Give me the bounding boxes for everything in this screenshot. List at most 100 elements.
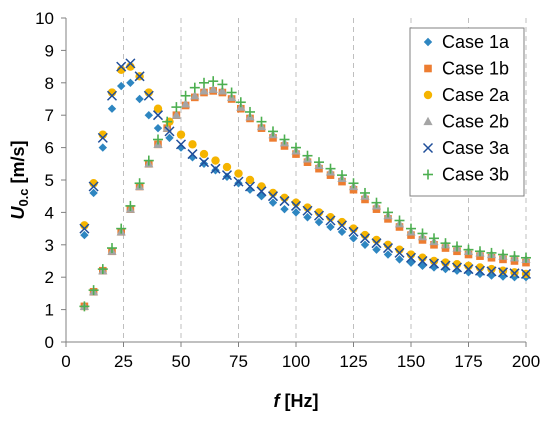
data-point bbox=[134, 71, 145, 82]
data-point bbox=[314, 217, 324, 227]
data-point bbox=[80, 230, 89, 240]
data-point bbox=[429, 233, 439, 244]
data-point bbox=[406, 223, 416, 234]
legend-marker bbox=[423, 37, 433, 47]
data-point bbox=[176, 143, 186, 152]
legend-item: Case 3a bbox=[422, 138, 510, 158]
data-point bbox=[302, 150, 313, 161]
data-point bbox=[208, 76, 219, 87]
legend-marker bbox=[423, 116, 433, 126]
data-point bbox=[107, 104, 117, 113]
data-point bbox=[371, 238, 382, 249]
data-point bbox=[395, 255, 404, 264]
data-point bbox=[181, 99, 191, 108]
y-axis-title: U0.c [m/s] bbox=[8, 140, 31, 219]
data-point bbox=[188, 140, 197, 149]
data-point bbox=[313, 210, 325, 221]
data-point bbox=[245, 185, 255, 194]
data-point bbox=[244, 181, 256, 192]
legend-marker bbox=[423, 90, 433, 100]
data-point bbox=[143, 90, 154, 101]
data-point bbox=[171, 102, 182, 113]
data-point bbox=[208, 84, 218, 93]
data-point bbox=[199, 77, 209, 88]
data-point bbox=[487, 264, 496, 274]
data-point bbox=[314, 157, 324, 168]
data-point bbox=[325, 215, 336, 226]
data-point bbox=[144, 111, 153, 120]
data-point bbox=[452, 241, 462, 252]
data-point bbox=[217, 79, 228, 90]
data-point bbox=[153, 123, 163, 133]
data-point bbox=[180, 90, 191, 101]
data-point bbox=[359, 233, 371, 244]
data-point bbox=[440, 238, 451, 249]
data-point bbox=[117, 81, 126, 91]
data-point bbox=[267, 191, 279, 202]
data-point bbox=[440, 260, 451, 271]
x-tick-label: 175 bbox=[454, 352, 482, 371]
series-case-3b bbox=[79, 76, 531, 312]
data-point bbox=[153, 134, 163, 145]
data-point bbox=[126, 78, 135, 87]
data-point bbox=[187, 149, 198, 160]
data-point bbox=[217, 86, 227, 95]
x-axis-title: f [Hz] bbox=[274, 391, 319, 411]
data-point bbox=[198, 157, 210, 168]
y-tick-label: 8 bbox=[45, 74, 54, 93]
data-point bbox=[79, 223, 90, 234]
legend-item: Case 1a bbox=[423, 32, 510, 52]
data-point bbox=[211, 156, 220, 165]
x-tick-label: 125 bbox=[339, 352, 367, 371]
data-point bbox=[171, 110, 181, 119]
y-tick-label: 0 bbox=[45, 333, 54, 352]
data-point bbox=[382, 243, 394, 254]
data-point bbox=[199, 149, 209, 159]
data-point bbox=[475, 246, 485, 257]
data-point bbox=[135, 94, 144, 104]
legend-item: Case 1b bbox=[424, 59, 509, 79]
data-point bbox=[256, 116, 267, 127]
data-point bbox=[371, 197, 382, 208]
legend-label: Case 2a bbox=[442, 85, 510, 105]
data-point bbox=[291, 208, 301, 217]
data-point bbox=[245, 175, 255, 185]
y-tick-label: 10 bbox=[35, 9, 54, 28]
data-point bbox=[498, 249, 508, 260]
data-point bbox=[486, 266, 497, 277]
data-point bbox=[428, 258, 440, 269]
data-point bbox=[106, 90, 118, 101]
legend-marker bbox=[423, 169, 433, 180]
data-point bbox=[211, 166, 220, 175]
data-point bbox=[116, 61, 127, 72]
data-series bbox=[79, 58, 532, 312]
x-tick-label: 150 bbox=[397, 352, 425, 371]
data-point bbox=[360, 187, 370, 198]
x-tick-label: 100 bbox=[282, 352, 310, 371]
data-point bbox=[337, 227, 347, 237]
data-point bbox=[88, 285, 99, 296]
data-point bbox=[226, 87, 237, 98]
data-point bbox=[189, 82, 200, 93]
data-point bbox=[383, 250, 393, 259]
data-point bbox=[509, 268, 520, 279]
data-point bbox=[235, 97, 246, 108]
data-point bbox=[486, 247, 497, 258]
data-point bbox=[279, 134, 290, 145]
data-point bbox=[233, 176, 244, 187]
data-point bbox=[336, 220, 348, 231]
data-point bbox=[222, 162, 232, 172]
data-point bbox=[279, 196, 290, 207]
data-point bbox=[337, 170, 347, 181]
data-point bbox=[417, 228, 428, 239]
legend-label: Case 3b bbox=[442, 165, 509, 185]
data-point bbox=[521, 252, 531, 263]
legend-item: Case 3b bbox=[423, 165, 509, 185]
data-point bbox=[463, 264, 474, 275]
data-point bbox=[210, 163, 221, 174]
data-point bbox=[162, 123, 172, 132]
data-point bbox=[116, 223, 127, 234]
data-point bbox=[394, 247, 405, 258]
data-point bbox=[143, 155, 154, 166]
